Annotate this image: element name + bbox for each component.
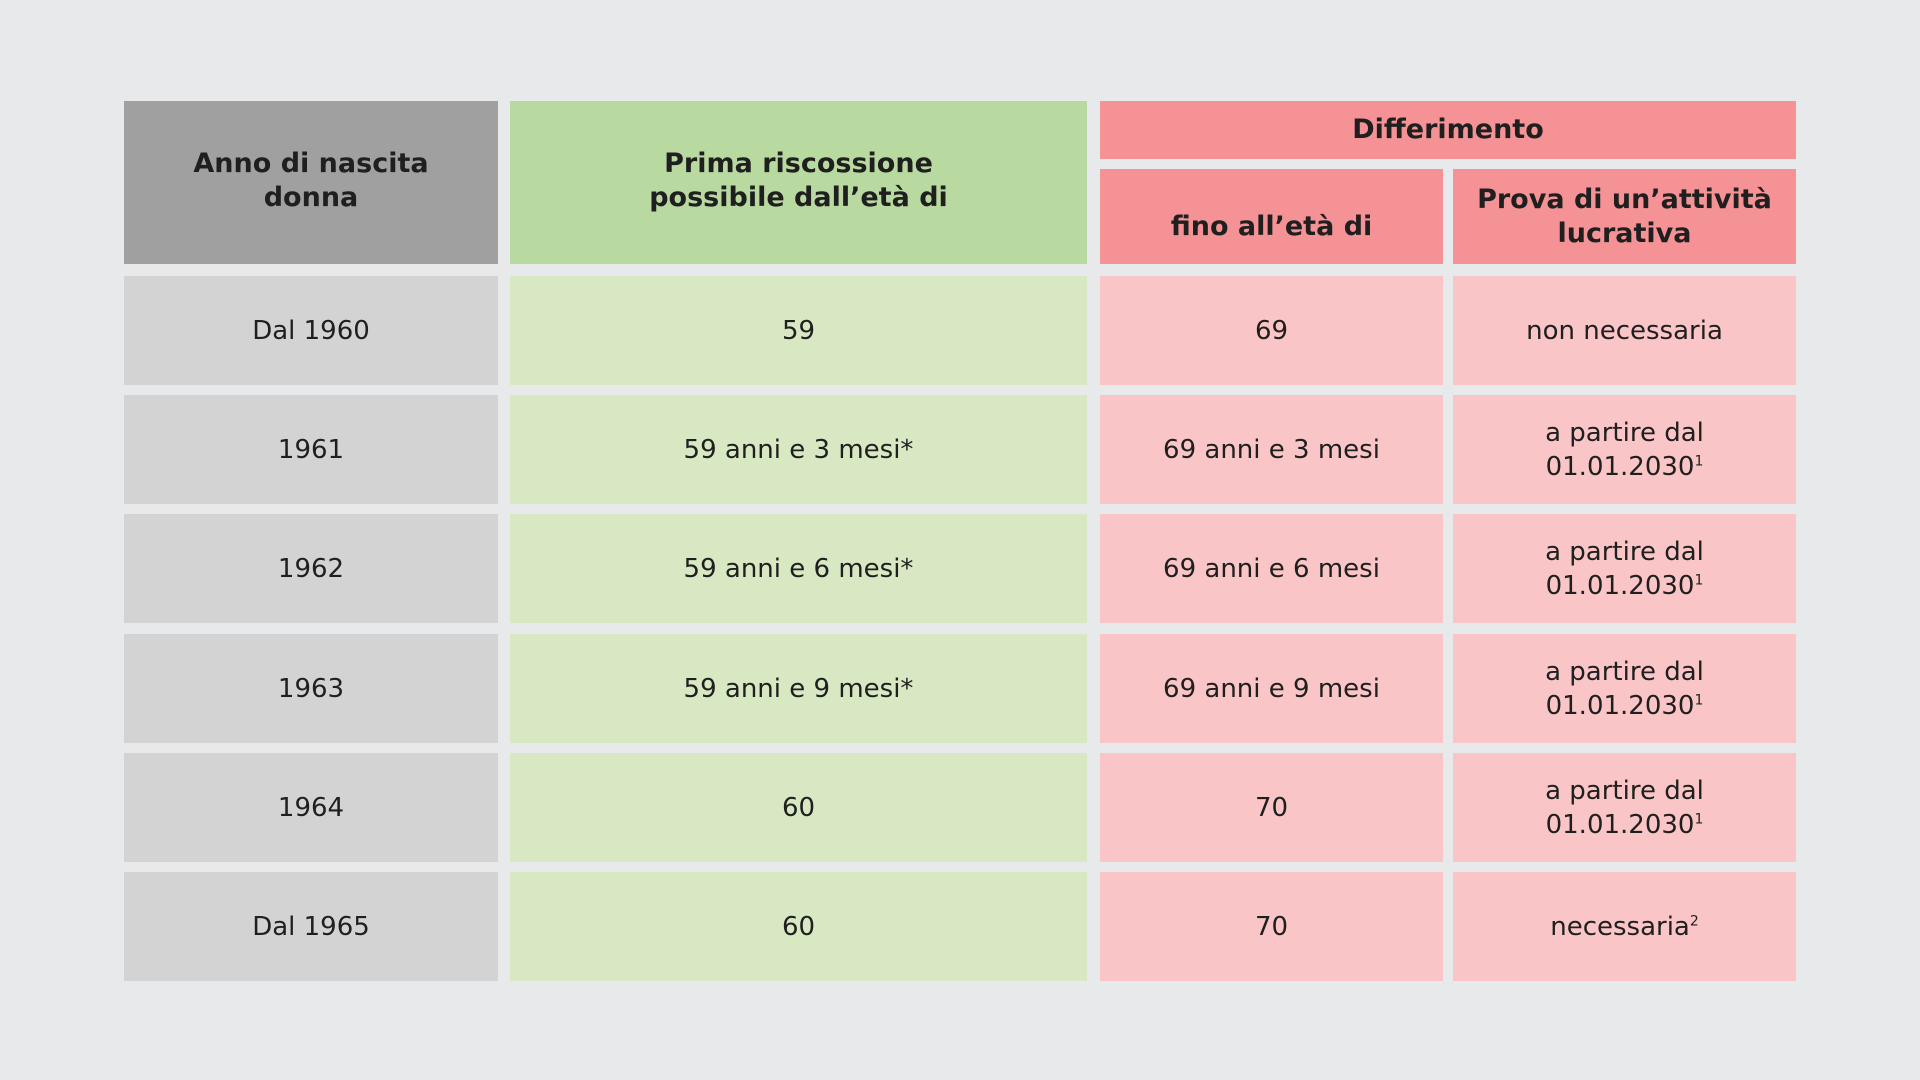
header-first-collection: Prima riscossione possibile dall’età di — [510, 101, 1087, 264]
birth-year-cell: 1963 — [124, 634, 498, 743]
proof-line1: a partire dal — [1545, 536, 1704, 567]
proof-line2: 01.01.20301 — [1546, 808, 1704, 842]
birth-year-cell-text: 1964 — [277, 792, 345, 823]
until-age-cell-text: 69 anni e 3 mesi — [1163, 434, 1380, 465]
header-until-age-label: fino all’età di — [1170, 210, 1373, 242]
birth-year-cell: Dal 1965 — [124, 872, 498, 981]
birth-year-cell: Dal 1960 — [124, 276, 498, 385]
birth-year-cell-text: Dal 1960 — [252, 315, 370, 346]
birth-year-cell-text: 1962 — [277, 553, 345, 584]
birth-year-cell-text: 1963 — [277, 673, 345, 704]
until-age-cell: 69 anni e 6 mesi — [1100, 514, 1443, 623]
proof-activity-cell: a partire dal 01.01.20301 — [1453, 634, 1796, 743]
until-age-cell-text: 70 — [1254, 911, 1289, 942]
first-collection-cell-text: 60 — [781, 911, 816, 942]
first-collection-cell-text: 59 anni e 9 mesi* — [683, 673, 914, 704]
first-collection-cell: 59 anni e 9 mesi* — [510, 634, 1087, 743]
header-first-collection-line1: Prima riscossione — [664, 148, 933, 179]
header-deferral-label: Differimento — [1352, 114, 1544, 145]
first-collection-cell: 60 — [510, 872, 1087, 981]
until-age-cell-text: 69 anni e 6 mesi — [1163, 553, 1380, 584]
footnote-marker: 1 — [1694, 691, 1704, 708]
first-collection-cell-text: 59 anni e 6 mesi* — [683, 553, 914, 584]
until-age-cell: 69 anni e 9 mesi — [1100, 634, 1443, 743]
birth-year-cell: 1961 — [124, 395, 498, 504]
proof-date: 01.01.2030 — [1545, 690, 1695, 721]
header-birth-year-line1: Anno di nascita — [193, 148, 429, 179]
first-collection-cell: 59 anni e 6 mesi* — [510, 514, 1087, 623]
until-age-cell-text: 69 anni e 9 mesi — [1163, 673, 1380, 704]
until-age-cell: 70 — [1100, 753, 1443, 862]
header-deferral: Differimento — [1100, 101, 1796, 159]
until-age-cell-text: 69 — [1254, 315, 1289, 346]
first-collection-cell-text: 59 — [781, 315, 816, 346]
footnote-marker: 1 — [1694, 571, 1704, 588]
first-collection-cell: 60 — [510, 753, 1087, 862]
proof-line1: a partire dal — [1545, 656, 1704, 687]
until-age-cell: 69 anni e 3 mesi — [1100, 395, 1443, 504]
until-age-cell: 70 — [1100, 872, 1443, 981]
proof-line2: 01.01.20301 — [1546, 569, 1704, 603]
birth-year-cell-text: 1961 — [277, 434, 345, 465]
until-age-cell: 69 — [1100, 276, 1443, 385]
birth-year-cell: 1962 — [124, 514, 498, 623]
proof-line1: a partire dal — [1545, 417, 1704, 448]
header-until-age: fino all’età di — [1100, 169, 1443, 264]
proof-line1: a partire dal — [1545, 775, 1704, 806]
header-first-collection-line2: possibile dall’età di — [649, 182, 948, 213]
proof-date: 01.01.2030 — [1545, 809, 1695, 840]
birth-year-cell: 1964 — [124, 753, 498, 862]
header-proof-line1: Prova di un’attività — [1477, 183, 1772, 215]
proof-activity-cell: a partire dal 01.01.20301 — [1453, 753, 1796, 862]
header-birth-year: Anno di nascita donna — [124, 101, 498, 264]
first-collection-cell: 59 — [510, 276, 1087, 385]
proof-activity-cell: non necessaria — [1453, 276, 1796, 385]
header-proof-line2: lucrativa — [1557, 217, 1692, 249]
proof-activity-cell: a partire dal 01.01.20301 — [1453, 395, 1796, 504]
first-collection-cell-text: 59 anni e 3 mesi* — [683, 434, 914, 465]
proof-line2: 01.01.20301 — [1546, 689, 1704, 723]
until-age-cell-text: 70 — [1254, 792, 1289, 823]
proof-date: 01.01.2030 — [1545, 451, 1695, 482]
proof-activity-cell: necessaria2 — [1453, 872, 1796, 981]
proof-line2: 01.01.20301 — [1546, 450, 1704, 484]
proof-activity-cell: a partire dal 01.01.20301 — [1453, 514, 1796, 623]
header-proof-activity: Prova di un’attività lucrativa — [1453, 169, 1796, 264]
first-collection-cell-text: 60 — [781, 792, 816, 823]
proof-line1: necessaria2 — [1550, 910, 1699, 944]
footnote-marker: 2 — [1689, 912, 1699, 929]
proof-date: 01.01.2030 — [1545, 570, 1695, 601]
footnote-marker: 1 — [1694, 810, 1704, 827]
proof-line1: non necessaria — [1526, 315, 1723, 346]
birth-year-cell-text: Dal 1965 — [252, 911, 370, 942]
header-birth-year-line2: donna — [263, 182, 359, 213]
footnote-marker: 1 — [1694, 452, 1704, 469]
first-collection-cell: 59 anni e 3 mesi* — [510, 395, 1087, 504]
proof-text: necessaria — [1550, 911, 1690, 942]
